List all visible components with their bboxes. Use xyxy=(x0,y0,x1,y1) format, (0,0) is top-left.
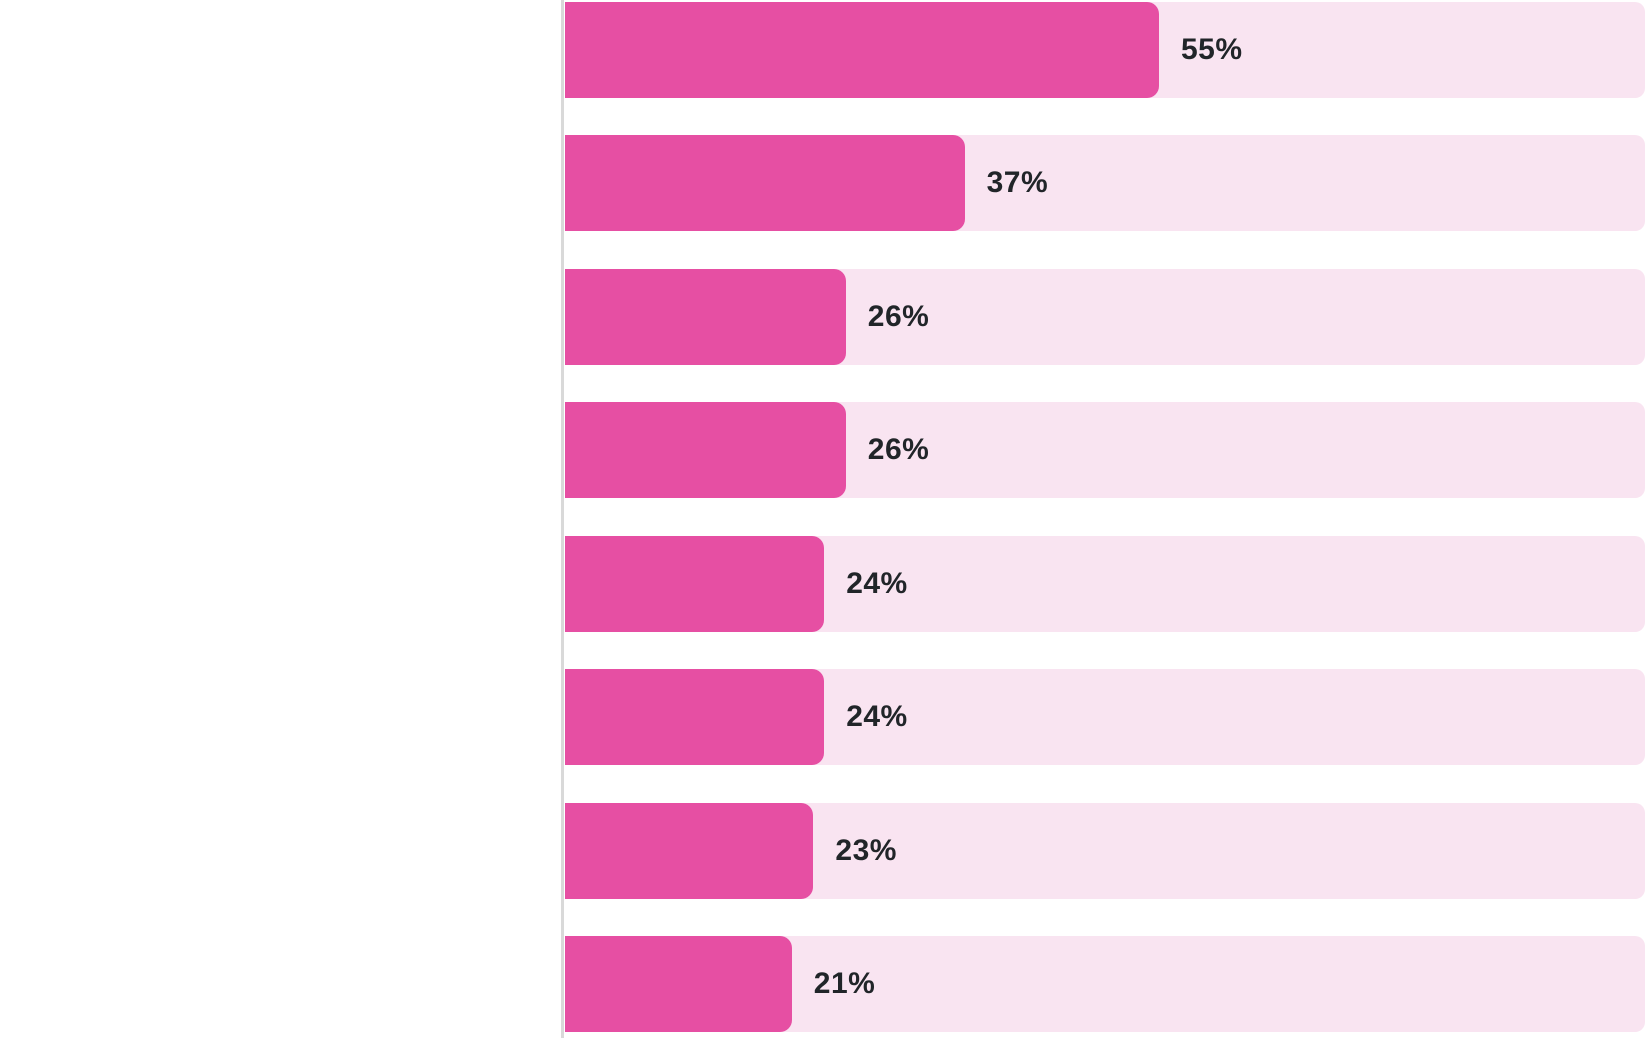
bar-row: 37% xyxy=(565,135,1645,232)
bar-row: 55% xyxy=(565,2,1645,98)
bar-value-label: 37% xyxy=(986,166,1049,200)
baseline-axis-line xyxy=(561,0,564,1038)
bar xyxy=(565,135,965,232)
bar-row: 21% xyxy=(565,935,1645,1032)
bar xyxy=(565,402,846,499)
bar-value-label: 23% xyxy=(835,833,897,867)
bar-value-label: 55% xyxy=(1181,33,1243,66)
bar-row: 26% xyxy=(565,402,1645,499)
bar-value-label: 24% xyxy=(846,566,908,600)
bar-value-label: 24% xyxy=(846,700,908,734)
bar xyxy=(565,669,825,766)
bar-value-label: 21% xyxy=(813,966,876,1000)
bar-value-label: 26% xyxy=(867,433,930,467)
bar-value-label: 26% xyxy=(867,299,930,333)
bar-row: 24% xyxy=(565,535,1645,632)
bar-row: 24% xyxy=(565,669,1645,766)
bar xyxy=(565,268,846,365)
bar-row: 23% xyxy=(565,802,1645,899)
bar xyxy=(565,802,814,899)
bar xyxy=(565,535,825,632)
bar-row: 26% xyxy=(565,268,1645,365)
bar xyxy=(565,2,1159,98)
bar-chart: 55% 37% 26% 26% 24% 24% 23% 21% xyxy=(565,2,1645,1032)
bar xyxy=(565,935,792,1032)
